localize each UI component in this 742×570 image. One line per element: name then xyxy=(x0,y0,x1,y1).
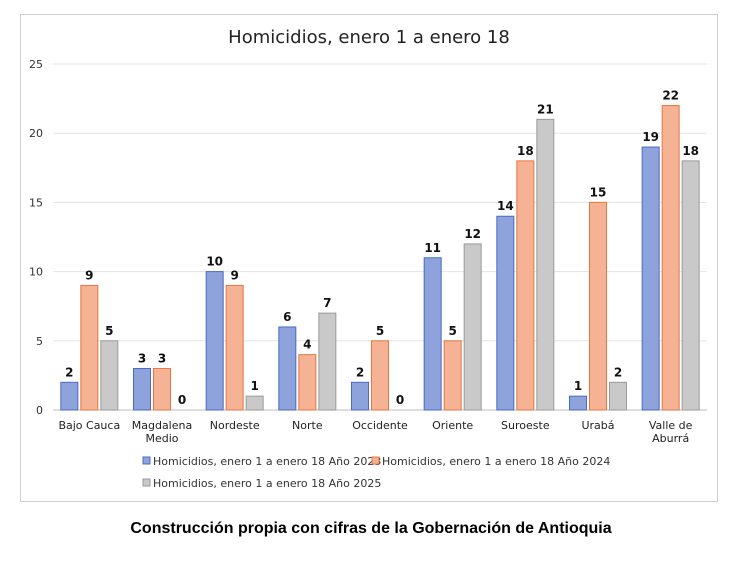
data-label: 18 xyxy=(517,144,534,158)
y-axis-ticks: 0 5 10 15 20 25 xyxy=(29,58,43,417)
category-label: Norte xyxy=(292,419,323,432)
legend-label: Homicidios, enero 1 a enero 18 Año 2024 xyxy=(382,455,610,468)
category-label: Urabá xyxy=(581,419,614,432)
legend-swatch xyxy=(371,456,380,465)
bar xyxy=(278,326,297,411)
y-tick-label: 10 xyxy=(29,266,43,279)
data-label: 1 xyxy=(250,379,258,393)
data-label: 3 xyxy=(138,351,146,365)
bar xyxy=(245,395,264,411)
data-label: 19 xyxy=(642,130,659,144)
data-label: 2 xyxy=(614,365,622,379)
bar xyxy=(641,146,660,411)
data-label: 11 xyxy=(424,241,441,255)
category-label: Bajo Cauca xyxy=(58,419,120,432)
data-label: 1 xyxy=(574,379,582,393)
data-label: 7 xyxy=(323,296,331,310)
data-label: 2 xyxy=(65,365,73,379)
data-label: 0 xyxy=(178,393,186,407)
y-tick-label: 0 xyxy=(36,404,43,417)
data-label: 5 xyxy=(376,324,384,338)
bar xyxy=(371,340,389,411)
data-label: 14 xyxy=(497,199,514,213)
legend-swatch xyxy=(142,478,151,487)
data-label: 5 xyxy=(448,324,456,338)
bar xyxy=(318,312,337,411)
legend: Homicidios, enero 1 a enero 18 Año 2023 H… xyxy=(142,455,610,490)
bar xyxy=(589,201,607,411)
y-tick-label: 5 xyxy=(36,335,43,348)
bar xyxy=(100,340,119,411)
chart-title: Homicidios, enero 1 a enero 18 xyxy=(228,27,510,48)
bar xyxy=(536,118,555,411)
category-label: Oriente xyxy=(432,419,473,432)
bar xyxy=(681,160,700,411)
bar xyxy=(133,367,151,411)
bar xyxy=(661,105,680,411)
bars xyxy=(60,105,700,411)
bar xyxy=(225,284,244,411)
category-label: Suroeste xyxy=(501,419,550,432)
bar xyxy=(205,271,224,411)
category-label: Magdalena Medio xyxy=(132,419,192,445)
data-label: 6 xyxy=(283,310,291,324)
bar xyxy=(463,243,482,411)
category-label: Nordeste xyxy=(210,419,260,432)
data-label: 12 xyxy=(464,227,481,241)
bar xyxy=(443,340,462,411)
bar xyxy=(153,367,171,411)
bar-chart: Homicidios, enero 1 a enero 18 051015202… xyxy=(29,27,707,490)
y-tick-label: 25 xyxy=(29,58,43,71)
data-label: 21 xyxy=(537,102,554,116)
data-label: 2 xyxy=(356,365,364,379)
data-label: 10 xyxy=(206,255,223,269)
bar xyxy=(298,354,317,411)
legend-swatch xyxy=(142,456,151,465)
bar xyxy=(496,215,515,411)
y-tick-label: 15 xyxy=(29,196,43,209)
legend-label: Homicidios, enero 1 a enero 18 Año 2023 xyxy=(153,455,381,468)
bar xyxy=(609,381,627,411)
data-label: 4 xyxy=(303,338,311,352)
legend-label: Homicidios, enero 1 a enero 18 Año 2025 xyxy=(153,477,381,490)
data-label: 3 xyxy=(158,351,166,365)
data-label: 18 xyxy=(682,144,699,158)
data-label: 0 xyxy=(396,393,404,407)
x-axis-categories: Bajo Cauca Magdalena Medio Nordeste Norte Occ… xyxy=(58,419,692,445)
data-label: 9 xyxy=(230,268,238,282)
bar xyxy=(80,284,99,411)
bar xyxy=(423,257,442,411)
category-label: Valle de Aburrá xyxy=(649,419,693,445)
bar xyxy=(60,381,79,411)
y-tick-label: 20 xyxy=(29,127,43,140)
category-label: Occidente xyxy=(352,419,408,432)
bar xyxy=(351,381,369,411)
data-label: 15 xyxy=(590,185,607,199)
chart-frame: Homicidios, enero 1 a enero 18 0 5 10 15 20 2… xyxy=(20,14,718,502)
bar xyxy=(516,160,535,411)
data-label: 9 xyxy=(85,268,93,282)
data-label: 22 xyxy=(662,89,679,103)
source-caption: Construcción propia con cifras de la Gob… xyxy=(130,520,612,537)
data-label: 5 xyxy=(105,324,113,338)
bar xyxy=(569,395,587,411)
